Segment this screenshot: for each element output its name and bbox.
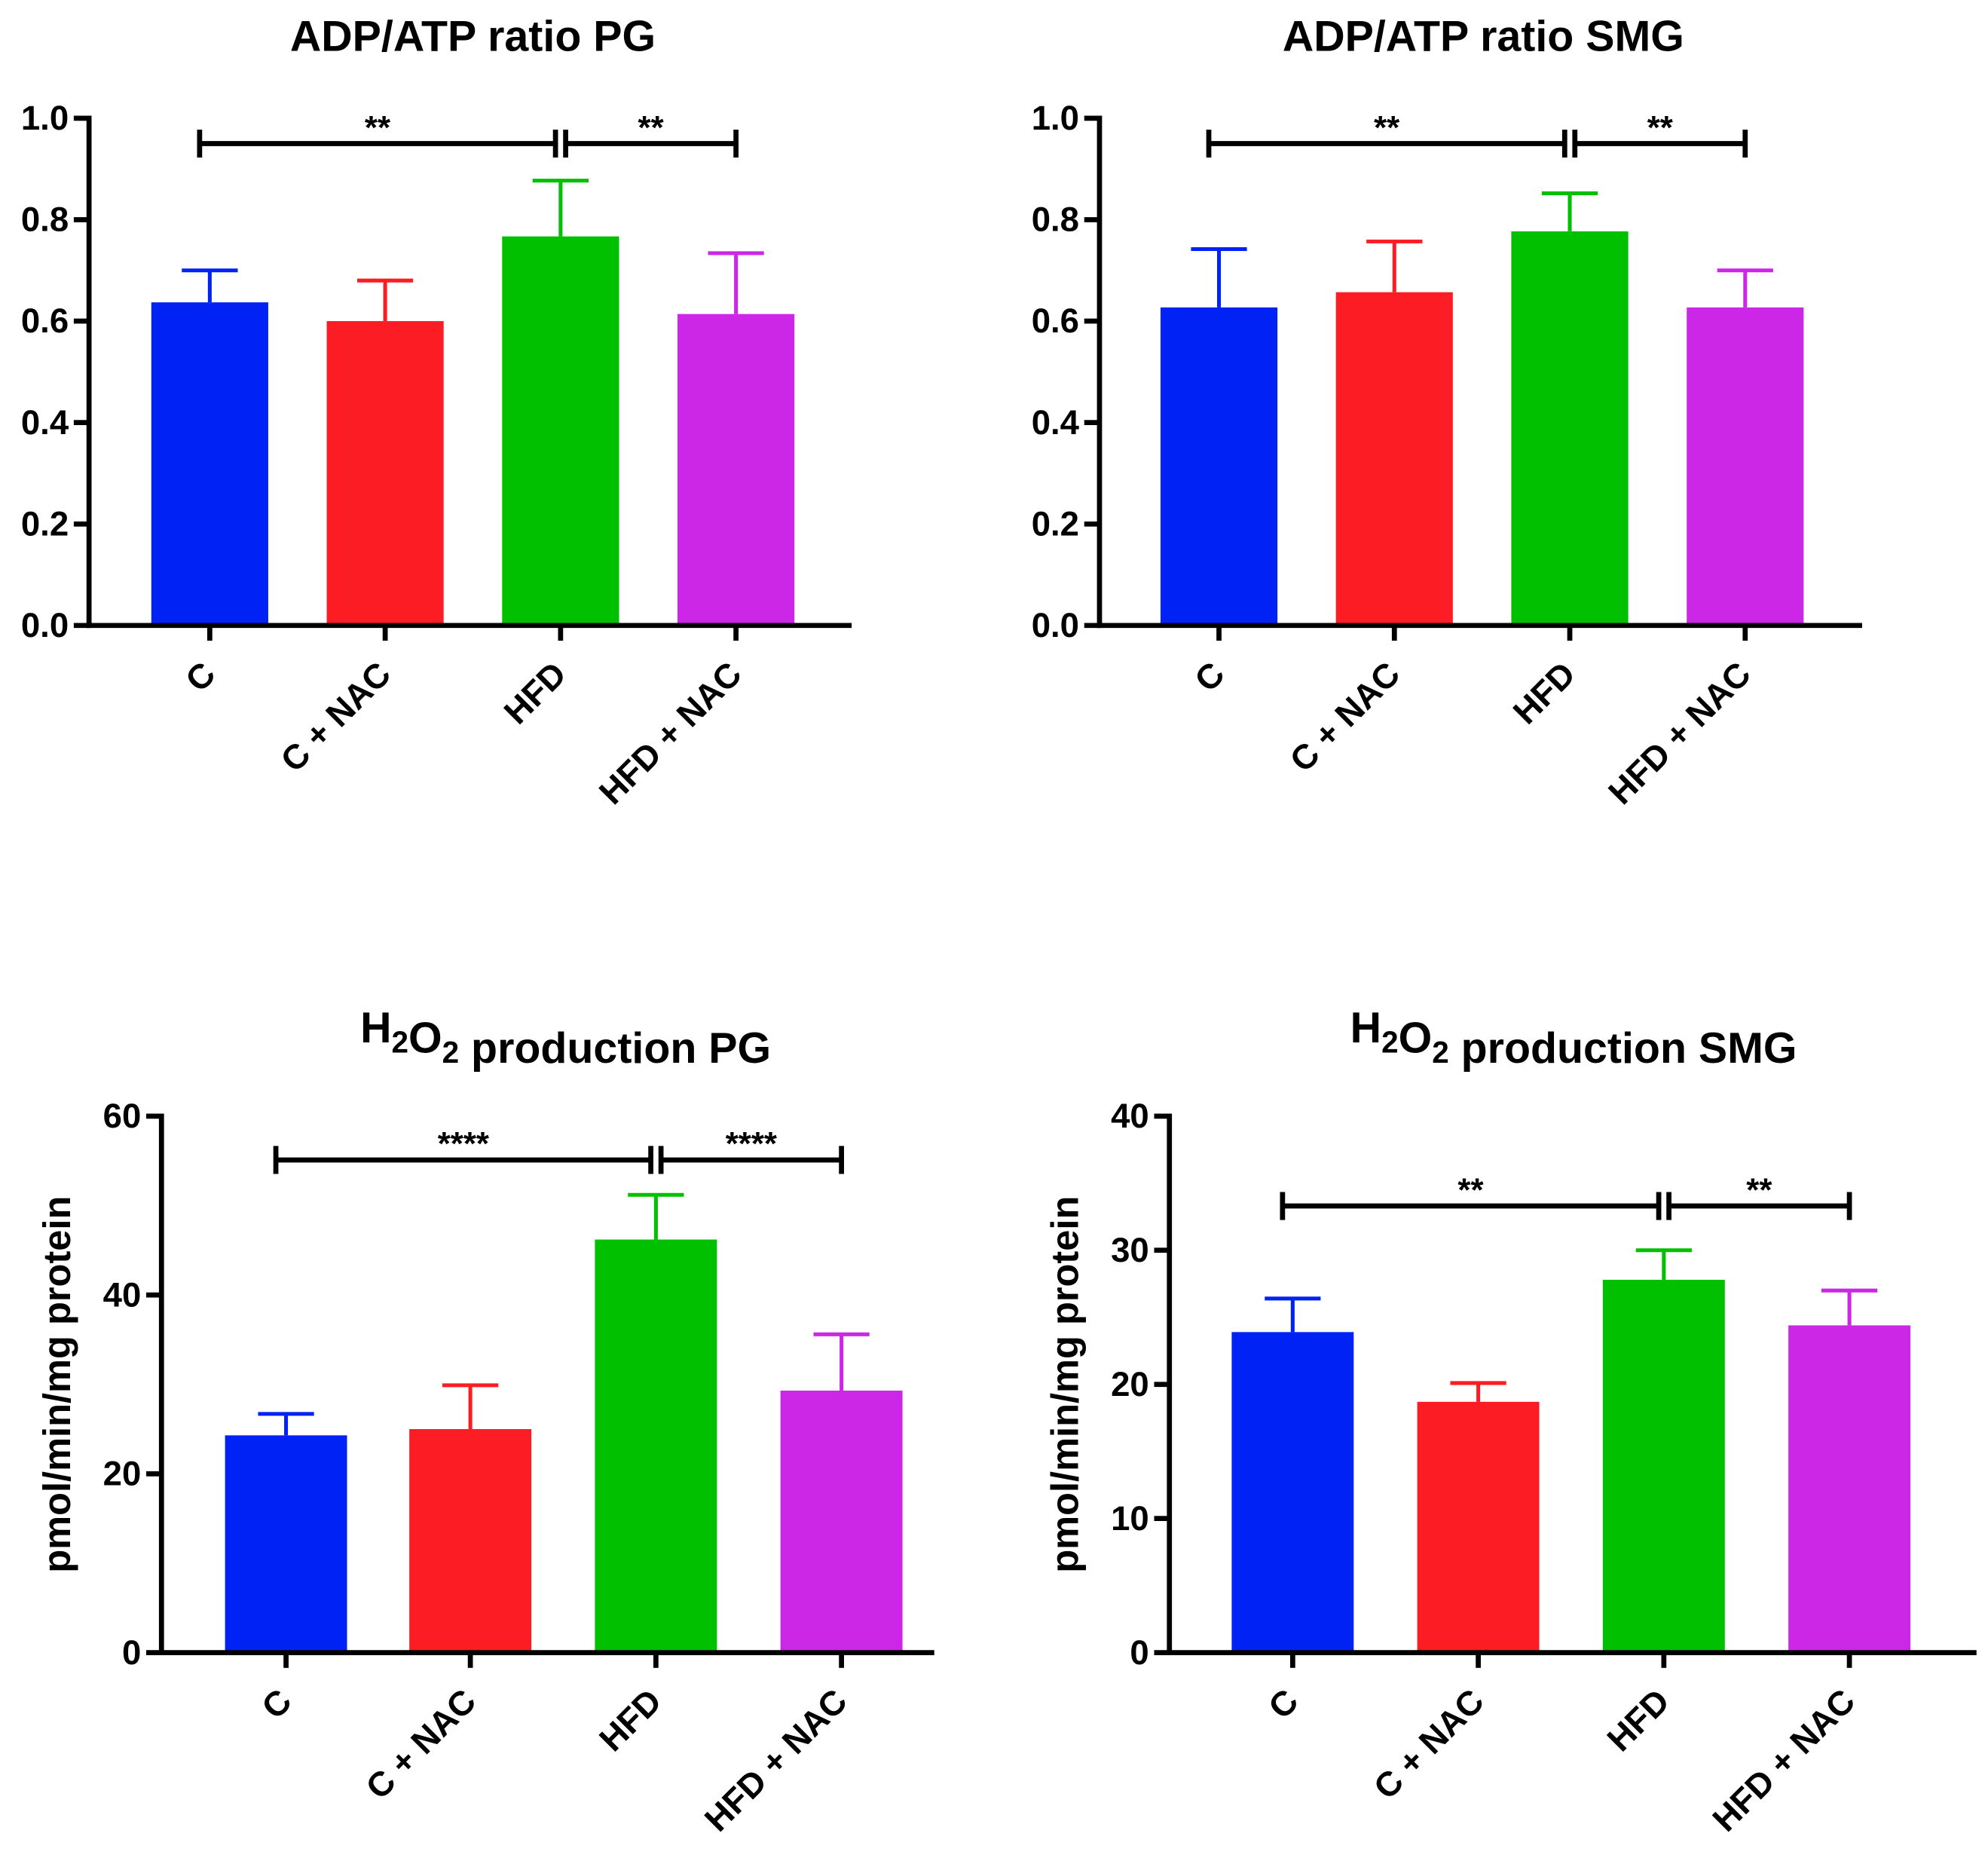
significance-label: ** [638,109,665,146]
y-tick-label: 60 [103,1097,142,1135]
y-tick-label: 0.8 [1032,200,1079,239]
x-tick-label: C [1261,1682,1305,1726]
bar-hfd [595,1239,717,1653]
chart-title: ADP/ATP ratio PG [290,12,656,60]
bar-c-nac [1417,1401,1540,1653]
significance-label: **** [438,1125,490,1162]
title-part: production PG [459,1024,771,1073]
y-tick-label: 0.6 [1032,301,1079,340]
x-tick-label: HFD [1600,1682,1677,1758]
chart-3: H2O2 production PGC C + NAC HFD HFD + NAC02… [35,1004,934,1839]
bar-hfd-nac [1788,1325,1911,1653]
x-tick-label: C + NAC [1366,1682,1491,1807]
y-axis-label: pmol/min/mg protein [1043,1196,1086,1573]
chart-title: ADP/ATP ratio SMG [1283,12,1684,60]
bar-hfd [1602,1279,1725,1653]
x-tick-label: HFD + NAC [1601,654,1758,812]
y-tick-label: 0.4 [21,403,69,442]
bar-c [151,302,268,626]
title-part: production SMG [1449,1024,1797,1073]
x-tick-label: C [254,1682,298,1726]
x-tick-label: HFD [497,654,573,731]
title-part: 2 [1381,1025,1399,1060]
title-part: 2 [391,1025,408,1060]
y-tick-label: 10 [1111,1499,1149,1538]
significance-label: **** [726,1125,778,1162]
bar-hfd-nac [780,1391,903,1653]
y-tick-label: 20 [103,1455,142,1493]
title-part: H [1350,1004,1381,1052]
significance-label: ** [1746,1171,1772,1208]
chart-2: ADP/ATP ratio SMG C C + NAC HFD HFD + NAC 0.0… [1032,12,1862,812]
title-part: H [360,1004,391,1052]
significance-label: ** [1647,109,1674,146]
x-tick-label: C + NAC [274,654,399,779]
title-part: 2 [1432,1035,1449,1070]
x-tick-label: C [178,654,222,699]
y-tick-label: 0 [122,1633,141,1672]
y-tick-label: 0.2 [1032,504,1079,543]
x-tick-label: C + NAC [1283,654,1408,779]
bar-c [1160,307,1278,626]
y-tick-label: 1.0 [21,99,69,137]
bar-c-nac [326,321,444,626]
bar-c [1231,1332,1354,1653]
x-tick-label: HFD [592,1682,668,1758]
y-axis-label: pmol/min/mg protein [35,1196,78,1573]
bar-c [225,1435,347,1653]
significance-label: ** [365,109,391,146]
x-tick-label: HFD + NAC [697,1682,855,1839]
significance-label: ** [1374,109,1400,146]
bar-hfd [502,236,619,626]
bar-c-nac [409,1429,532,1653]
title-part: ADP/ATP ratio SMG [1283,12,1684,60]
x-tick-label: HFD + NAC [1705,1682,1863,1839]
bar-c-nac [1335,292,1453,626]
chart-title: H2O2 production PG [360,1004,771,1073]
title-part: 2 [442,1035,460,1070]
chart-title: H2O2 production SMG [1350,1004,1797,1073]
x-tick-label: HFD + NAC [592,654,749,812]
y-tick-label: 40 [103,1275,142,1314]
y-tick-label: 0.2 [21,504,69,543]
bar-hfd-nac [677,314,795,626]
x-tick-label: C + NAC [359,1682,484,1807]
title-part: ADP/ATP ratio PG [290,12,656,60]
x-tick-label: HFD [1506,654,1583,731]
y-tick-label: 30 [1111,1231,1149,1269]
title-part: O [408,1015,442,1063]
y-tick-label: 0.6 [21,301,69,340]
y-tick-label: 20 [1111,1365,1149,1403]
y-tick-label: 0.4 [1032,403,1080,442]
y-tick-label: 0.0 [21,606,69,644]
y-tick-label: 0.0 [1032,606,1079,644]
chart-1: ADP/ATP ratio PG C C + NAC HFD HFD + NAC 0.0 0… [21,12,852,812]
bar-hfd-nac [1687,307,1804,626]
significance-label: ** [1457,1171,1484,1208]
y-tick-label: 0 [1130,1633,1148,1672]
bar-hfd [1511,231,1629,626]
y-tick-label: 1.0 [1032,99,1079,137]
y-tick-label: 40 [1111,1097,1149,1135]
x-tick-label: C [1187,654,1231,699]
y-tick-label: 0.8 [21,200,69,239]
title-part: O [1399,1015,1433,1063]
